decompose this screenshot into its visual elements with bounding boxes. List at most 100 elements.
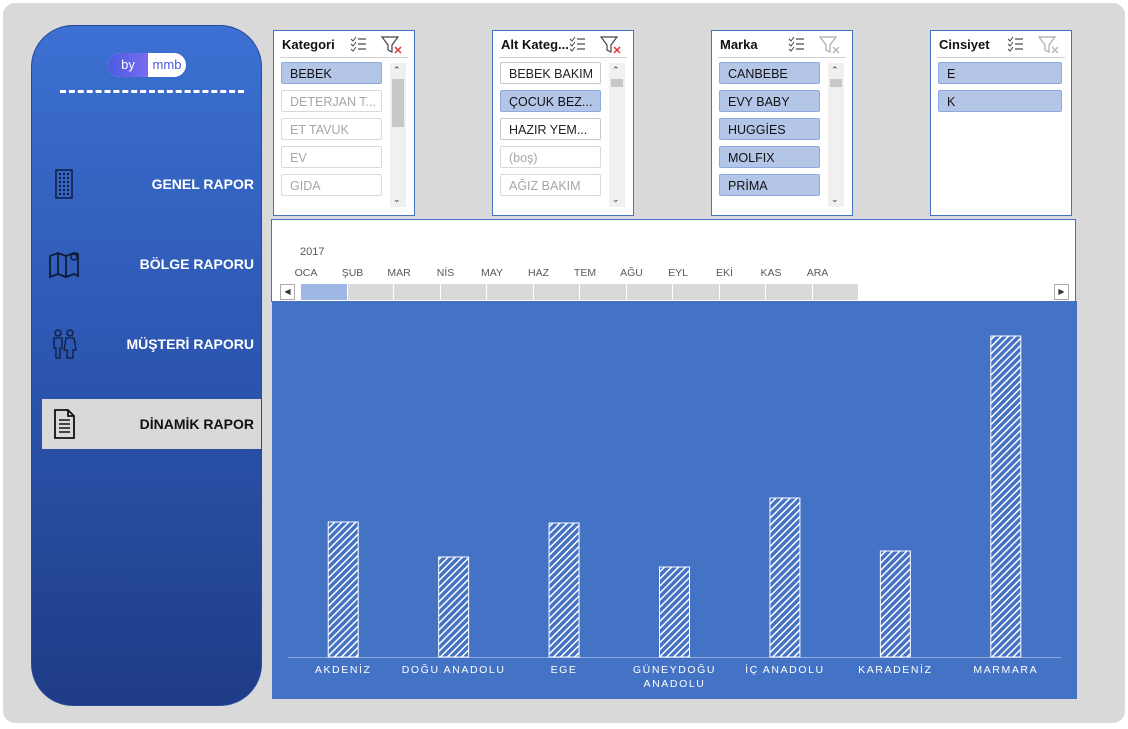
slicer-buttons[interactable]: [348, 35, 408, 55]
timeline-month[interactable]: EKİ: [716, 267, 733, 279]
chart: AKDENİZ DOĞU ANADOLU EGE GÜNEYDOĞU ANADOLU İ…: [272, 301, 1077, 699]
nav-icon: [55, 169, 73, 199]
timeline-cell[interactable]: [301, 284, 348, 300]
timeline-month[interactable]: HAZ: [528, 267, 549, 279]
slicer: Alt Kateg... BEBEK BAKIM ÇOCUK BEZ... HAZIR…: [492, 30, 634, 216]
scroll-thumb[interactable]: [611, 79, 623, 87]
scroll-down[interactable]: ⌄: [831, 194, 839, 204]
slicer-header-line: [718, 57, 846, 58]
nav-item[interactable]: DİNAMİK RAPOR: [42, 399, 261, 449]
timeline-cell[interactable]: [673, 284, 720, 300]
slicer-item[interactable]: PRİMA: [719, 174, 820, 196]
nav-icon: [49, 252, 79, 279]
scroll-down[interactable]: ⌄: [393, 194, 401, 204]
divider: [60, 90, 244, 93]
slicer-header-line: [280, 57, 408, 58]
slicer-item[interactable]: K: [938, 90, 1062, 112]
timeline: 2017 ◀ ▶ OCA ŞUB MAR NİS MAY HAZ TEM AĞU EYL EKİ K…: [271, 219, 1076, 302]
timeline-cell[interactable]: [440, 284, 487, 300]
slicer-item[interactable]: HUGGİES: [719, 118, 820, 140]
nav-label: MÜŞTERİ RAPORU: [126, 336, 254, 352]
nav-item[interactable]: GENEL RAPOR: [42, 159, 261, 209]
logo-right: mmb: [152, 57, 182, 72]
slicer-item[interactable]: ÇOCUK BEZ...: [500, 90, 601, 112]
scrollbar[interactable]: ⌃ ⌄: [828, 63, 844, 207]
slicer-item[interactable]: DETERJAN T...: [281, 90, 382, 112]
bar: [659, 566, 690, 658]
scrollbar[interactable]: ⌃ ⌄: [609, 63, 625, 207]
nav-label: BÖLGE RAPORU: [139, 256, 254, 272]
slicer: Cinsiyet E K: [930, 30, 1072, 216]
slicer-item[interactable]: EVY BABY: [719, 90, 820, 112]
timeline-cell[interactable]: [719, 284, 766, 300]
slicer-item[interactable]: E: [938, 62, 1062, 84]
slicer-item[interactable]: HAZIR YEM...: [500, 118, 601, 140]
slicer-item[interactable]: ET TAVUK: [281, 118, 382, 140]
slicer-item[interactable]: BEBEK: [281, 62, 382, 84]
bar: [327, 521, 359, 658]
timeline-cell[interactable]: [766, 284, 813, 300]
x-tick-label: MARMARA: [973, 664, 1039, 676]
x-tick-label: AKDENİZ: [314, 664, 372, 676]
timeline-month[interactable]: KAS: [760, 267, 782, 279]
scrollbar[interactable]: ⌃ ⌄: [390, 63, 406, 207]
x-tick-label: DOĞU ANADOLU: [401, 664, 506, 676]
timeline-month[interactable]: MAY: [481, 267, 503, 279]
slicer-title: Kategori: [282, 37, 335, 52]
slicer-title: Cinsiyet: [939, 37, 990, 52]
slicer-item[interactable]: (boş): [500, 146, 601, 168]
timeline-cell[interactable]: [533, 284, 580, 300]
bar: [769, 497, 801, 658]
slicer-item[interactable]: CANBEBE: [719, 62, 820, 84]
scroll-up[interactable]: ⌃: [612, 65, 620, 75]
x-tick-label: İÇ ANADOLU: [745, 664, 825, 676]
timeline-month[interactable]: ARA: [806, 267, 829, 279]
slicer: Marka CANBEBE EVY BABY HUGGİES MOLFIX PRİMA ⌃ ⌄: [711, 30, 853, 216]
x-tick-label: KARADENİZ: [858, 664, 933, 676]
bar: [990, 335, 1022, 658]
slicer-title: Marka: [720, 37, 758, 52]
scroll-up[interactable]: ⌃: [831, 65, 839, 75]
timeline-month[interactable]: EYL: [668, 267, 688, 279]
scroll-down[interactable]: ⌄: [612, 194, 620, 204]
slicer-title: Alt Kateg...: [501, 37, 569, 52]
slicer-buttons[interactable]: [786, 35, 846, 55]
timeline-cell[interactable]: [580, 284, 627, 300]
scroll-up[interactable]: ⌃: [393, 65, 401, 75]
timeline-cell[interactable]: [394, 284, 441, 300]
timeline-cell[interactable]: [626, 284, 673, 300]
timeline-cell[interactable]: [347, 284, 394, 300]
slicer-header-line: [937, 57, 1065, 58]
scroll-left[interactable]: ◀: [280, 284, 295, 300]
slicer-buttons[interactable]: [567, 35, 627, 55]
timeline-cell[interactable]: [487, 284, 534, 300]
slicer-item[interactable]: MOLFIX: [719, 146, 820, 168]
slicer-header-line: [499, 57, 627, 58]
nav-icon: [53, 329, 77, 359]
logo: by mmb: [108, 53, 186, 77]
scroll-thumb[interactable]: [830, 79, 842, 87]
bar: [879, 550, 911, 658]
scroll-right[interactable]: ▶: [1054, 284, 1069, 300]
logo-left: by: [108, 53, 148, 77]
timeline-month[interactable]: OCA: [294, 267, 318, 279]
slicer-item[interactable]: EV: [281, 146, 382, 168]
scroll-thumb[interactable]: [392, 79, 404, 127]
timeline-month[interactable]: ŞUB: [341, 267, 364, 279]
bar: [438, 556, 470, 658]
slicer-buttons[interactable]: [1005, 35, 1065, 55]
bar: [548, 522, 580, 658]
slicer-item[interactable]: BEBEK BAKIM: [500, 62, 601, 84]
nav-item[interactable]: MÜŞTERİ RAPORU: [42, 319, 261, 369]
nav-label: GENEL RAPOR: [151, 176, 254, 192]
slicer-item[interactable]: GIDA: [281, 174, 382, 196]
timeline-cell[interactable]: [812, 284, 859, 300]
nav-item[interactable]: BÖLGE RAPORU: [42, 239, 261, 289]
chart-svg: [288, 335, 1061, 658]
timeline-month[interactable]: AĞU: [620, 267, 643, 279]
timeline-month[interactable]: NİS: [436, 267, 455, 279]
slicer-item[interactable]: AĞIZ BAKIM: [500, 174, 601, 196]
timeline-month[interactable]: TEM: [573, 267, 597, 279]
timeline-month[interactable]: MAR: [387, 267, 411, 279]
